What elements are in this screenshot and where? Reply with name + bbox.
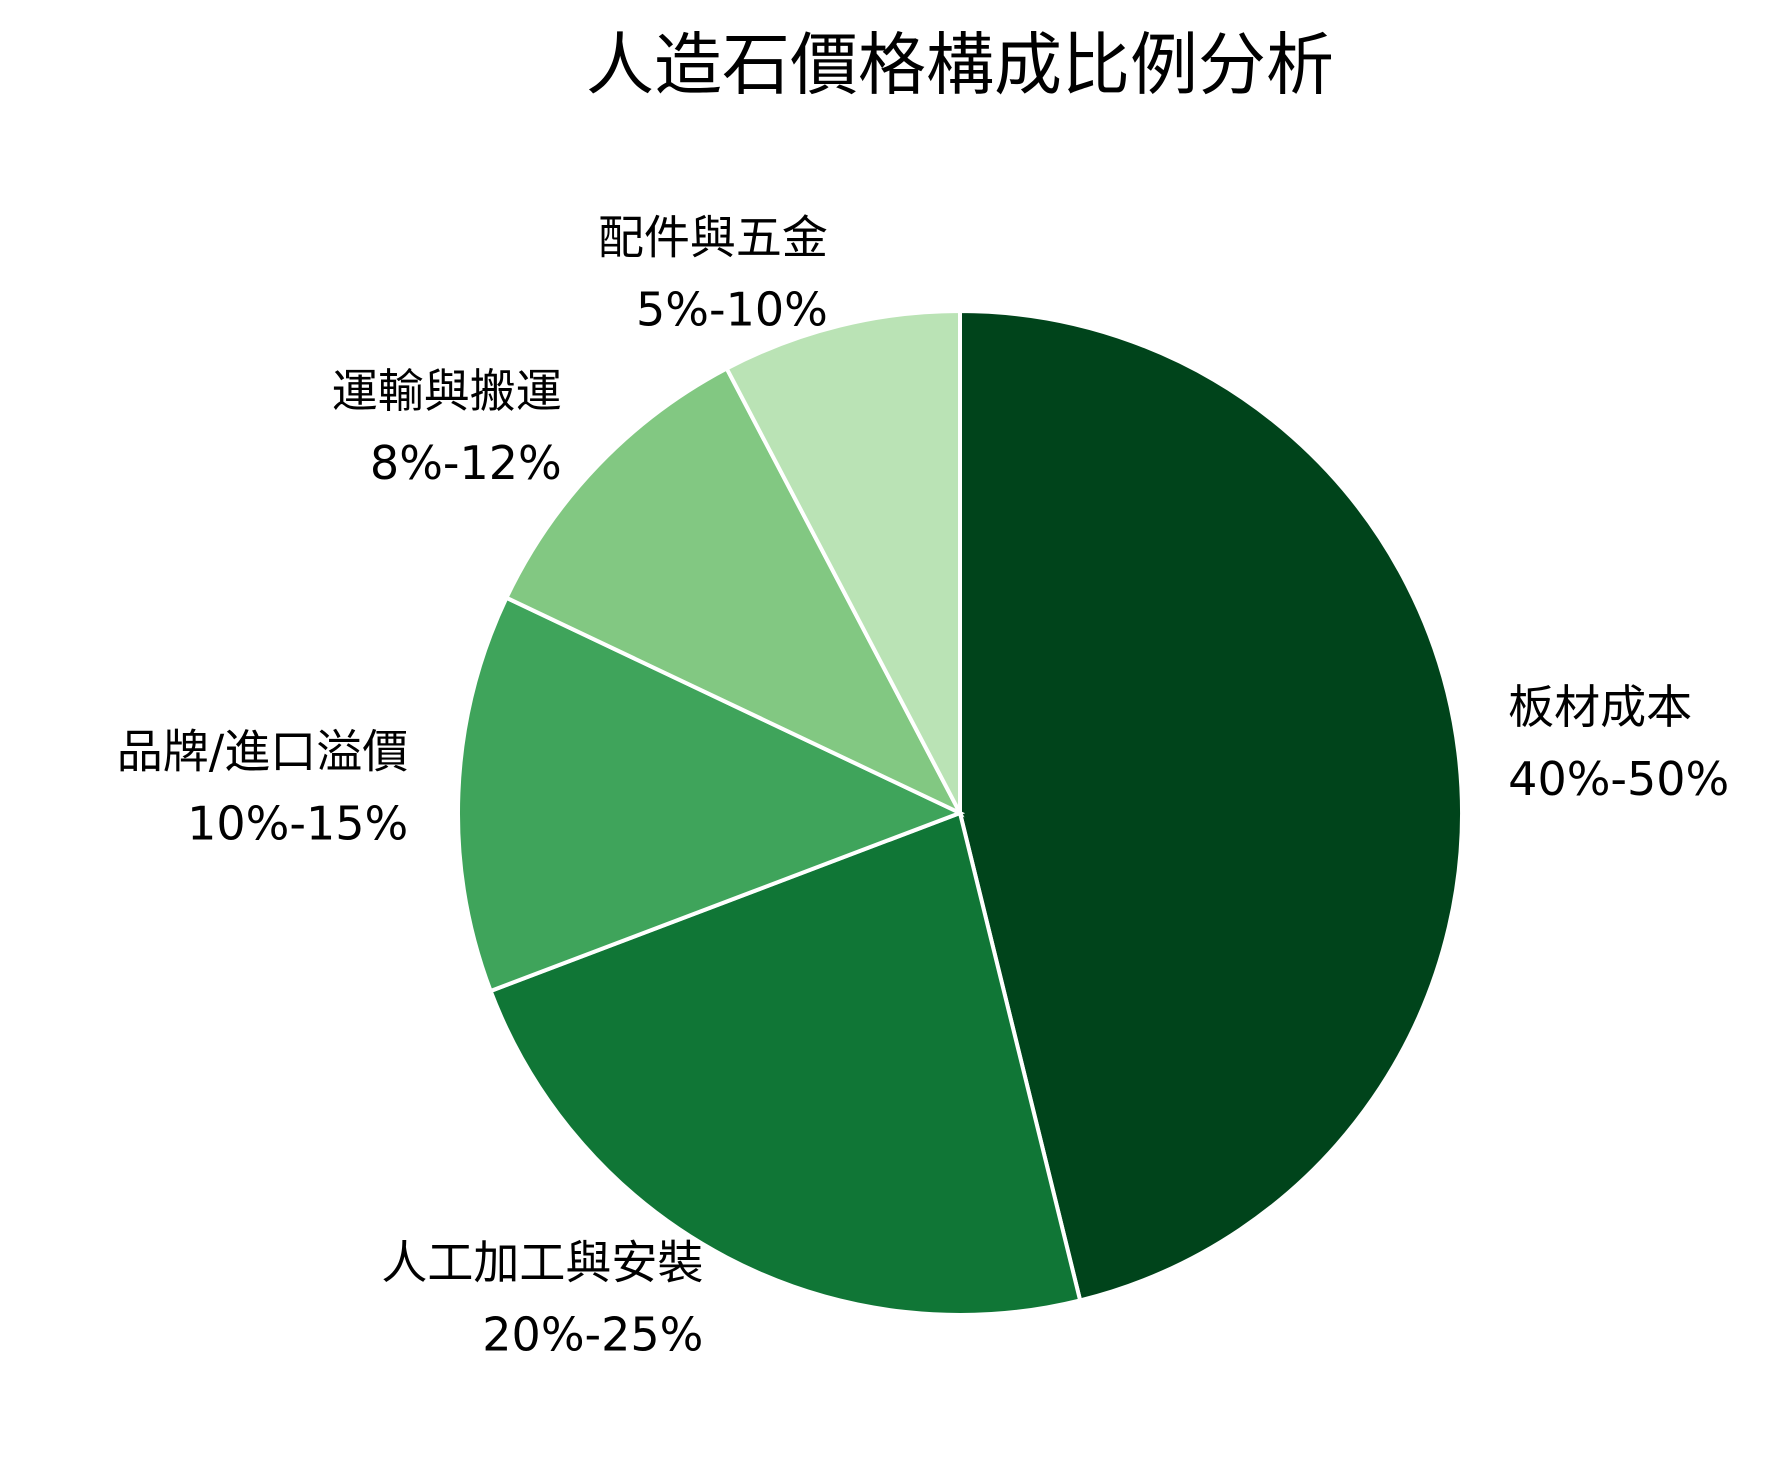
pie-slice	[958, 308, 1464, 1303]
slice-label: 板材成本 40%-50%	[1508, 680, 1729, 806]
pie-slice	[503, 365, 965, 818]
slice-value-label: 8%-12%	[370, 436, 562, 490]
pie-slice	[456, 595, 966, 994]
slice-category: 板材成本	[1508, 680, 1692, 734]
slice-label: 品牌/進口溢價 10%-15%	[117, 724, 409, 850]
chart-title: 人造石價格構成比例分析	[586, 27, 1334, 106]
pie-slice	[724, 308, 962, 814]
slice-value-label: 5%-10%	[636, 282, 828, 336]
slice-value-label: 10%-15%	[187, 796, 408, 850]
slice-category: 運輸與搬運	[332, 364, 562, 418]
slice-category: 人工加工與安裝	[381, 1235, 703, 1289]
pie-slice	[488, 810, 1083, 1317]
slice-value-label: 40%-50%	[1508, 752, 1729, 806]
slice-label: 人工加工與安裝 20%-25%	[381, 1235, 703, 1361]
slice-label: 配件與五金 5%-10%	[598, 210, 828, 336]
slice-category: 品牌/進口溢價	[117, 724, 409, 778]
slice-value-label: 20%-25%	[482, 1307, 703, 1361]
slice-label: 運輸與搬運 8%-12%	[332, 364, 562, 490]
slice-category: 配件與五金	[598, 210, 828, 264]
